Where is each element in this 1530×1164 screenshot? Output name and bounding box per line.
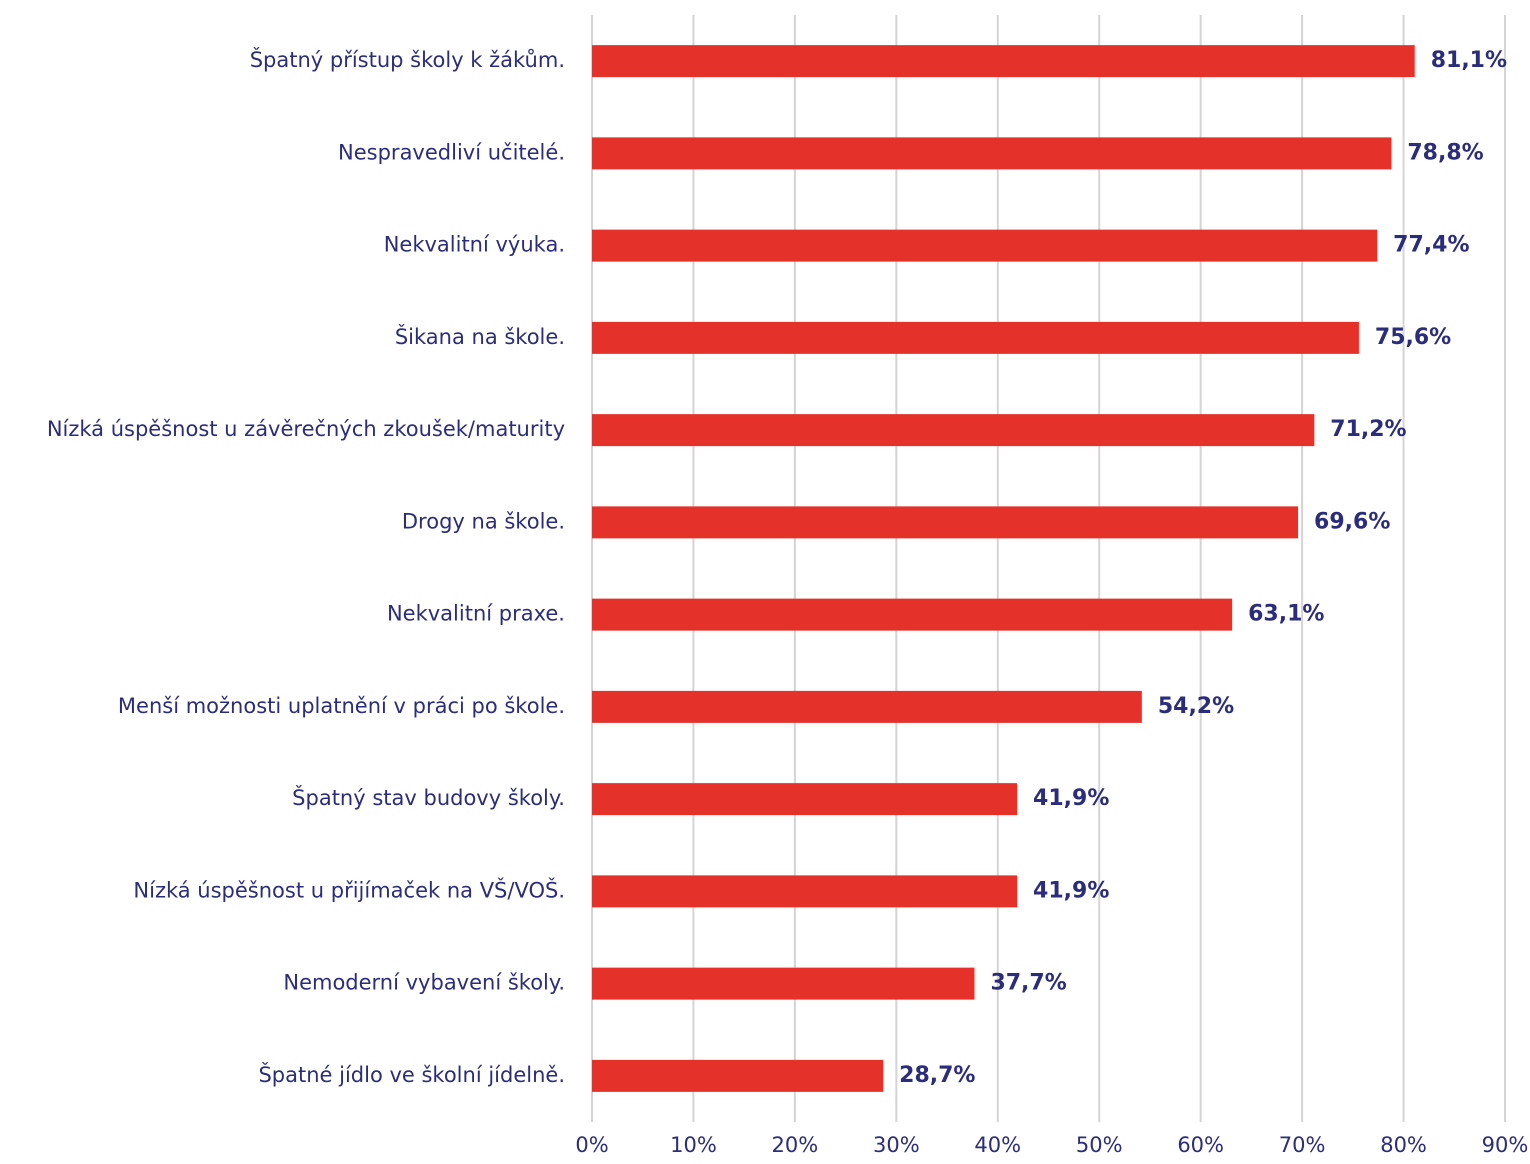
x-tick-label: 0% [575, 1133, 608, 1157]
x-tick-label: 40% [974, 1133, 1021, 1157]
y-tick-label: Nekvalitní praxe. [387, 602, 565, 626]
x-tick-label: 90% [1482, 1133, 1529, 1157]
y-tick-label: Špatné jídlo ve školní jídelně. [258, 1062, 565, 1087]
value-label: 81,1% [1431, 48, 1507, 73]
y-tick-label: Nízká úspěšnost u závěrečných zkoušek/ma… [47, 417, 565, 441]
value-label: 54,2% [1158, 694, 1234, 719]
x-tick-label: 80% [1380, 1133, 1427, 1157]
bar [592, 45, 1415, 78]
y-tick-label: Špatný přístup školy k žákům. [250, 47, 565, 72]
bar [592, 321, 1359, 354]
x-tick-label: 10% [670, 1133, 717, 1157]
y-tick-label: Nemoderní vybavení školy. [283, 971, 565, 995]
x-tick-label: 70% [1279, 1133, 1326, 1157]
bar [592, 506, 1299, 539]
bar [592, 229, 1378, 262]
y-tick-label: Špatný stav budovy školy. [292, 785, 565, 810]
value-label: 75,6% [1375, 325, 1451, 350]
value-label: 41,9% [1033, 786, 1109, 811]
y-tick-label: Drogy na škole. [402, 509, 565, 533]
bar [592, 967, 975, 1000]
x-tick-label: 20% [772, 1133, 819, 1157]
bar [592, 875, 1018, 908]
y-tick-label: Nespravedliví učitelé. [338, 140, 565, 164]
bar [592, 690, 1142, 723]
value-label: 78,8% [1407, 140, 1483, 165]
value-label: 71,2% [1330, 417, 1406, 442]
y-tick-label: Nízká úspěšnost u přijímaček na VŠ/VOŠ. [133, 877, 565, 902]
x-tick-label: 50% [1076, 1133, 1123, 1157]
x-tick-label: 60% [1177, 1133, 1224, 1157]
bar [592, 414, 1315, 447]
y-tick-label: Šikana na škole. [395, 324, 565, 349]
x-tick-label: 30% [873, 1133, 920, 1157]
bar [592, 598, 1233, 631]
bar [592, 1059, 884, 1092]
value-label: 69,6% [1314, 509, 1390, 534]
y-tick-label: Nekvalitní výuka. [384, 233, 565, 257]
bar [592, 137, 1392, 170]
y-tick-label: Menší možnosti uplatnění v práci po škol… [118, 694, 565, 718]
value-label: 41,9% [1033, 878, 1109, 903]
value-label: 28,7% [899, 1063, 975, 1088]
value-label: 63,1% [1248, 602, 1324, 627]
value-label: 37,7% [990, 971, 1066, 996]
bar [592, 783, 1018, 816]
value-label: 77,4% [1393, 233, 1469, 258]
